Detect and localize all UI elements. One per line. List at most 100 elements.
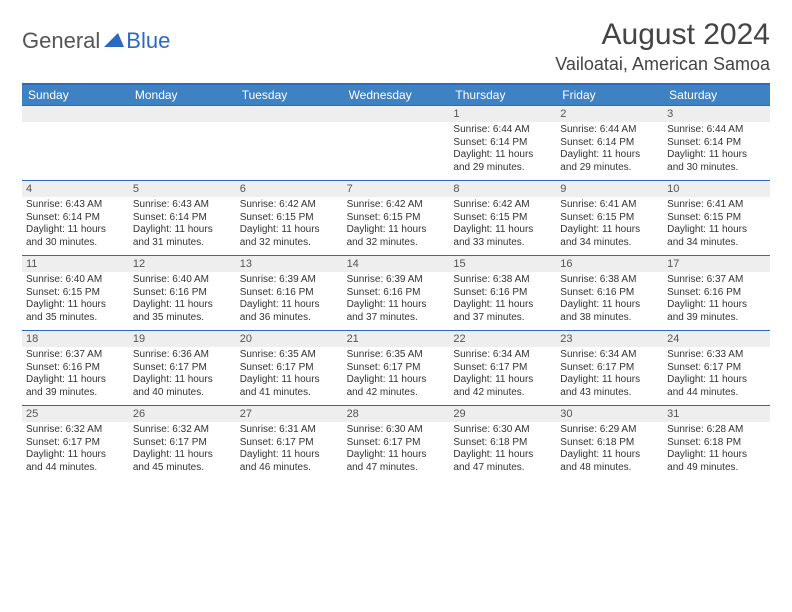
sunrise-text: Sunrise: 6:38 AM — [560, 274, 659, 287]
day-details: Sunrise: 6:32 AMSunset: 6:17 PMDaylight:… — [22, 422, 129, 480]
day-number: 28 — [343, 406, 450, 422]
sunset-text: Sunset: 6:14 PM — [453, 137, 552, 150]
daylight-text: Daylight: 11 hours and 35 minutes. — [26, 299, 125, 324]
sunrise-text: Sunrise: 6:37 AM — [26, 349, 125, 362]
sunrise-text: Sunrise: 6:42 AM — [453, 199, 552, 212]
day-details: Sunrise: 6:37 AMSunset: 6:16 PMDaylight:… — [22, 347, 129, 405]
sunrise-text: Sunrise: 6:28 AM — [667, 424, 766, 437]
day-number — [343, 106, 450, 122]
logo-triangle-icon — [104, 31, 124, 52]
day-number: 9 — [556, 181, 663, 197]
day-number: 19 — [129, 331, 236, 347]
sunrise-text: Sunrise: 6:30 AM — [453, 424, 552, 437]
sunset-text: Sunset: 6:16 PM — [240, 287, 339, 300]
day-details: Sunrise: 6:42 AMSunset: 6:15 PMDaylight:… — [449, 197, 556, 255]
day-details: Sunrise: 6:35 AMSunset: 6:17 PMDaylight:… — [236, 347, 343, 405]
day-details: Sunrise: 6:40 AMSunset: 6:16 PMDaylight:… — [129, 272, 236, 330]
day-cell: 11Sunrise: 6:40 AMSunset: 6:15 PMDayligh… — [22, 256, 129, 330]
day-header-sat: Saturday — [663, 85, 770, 105]
day-cell: 27Sunrise: 6:31 AMSunset: 6:17 PMDayligh… — [236, 406, 343, 480]
daylight-text: Daylight: 11 hours and 32 minutes. — [347, 224, 446, 249]
day-number: 17 — [663, 256, 770, 272]
day-details: Sunrise: 6:34 AMSunset: 6:17 PMDaylight:… — [449, 347, 556, 405]
sunset-text: Sunset: 6:16 PM — [133, 287, 232, 300]
day-number: 21 — [343, 331, 450, 347]
day-details: Sunrise: 6:44 AMSunset: 6:14 PMDaylight:… — [663, 122, 770, 180]
sunrise-text: Sunrise: 6:43 AM — [133, 199, 232, 212]
day-number: 4 — [22, 181, 129, 197]
sunset-text: Sunset: 6:15 PM — [560, 212, 659, 225]
sunrise-text: Sunrise: 6:42 AM — [347, 199, 446, 212]
daylight-text: Daylight: 11 hours and 42 minutes. — [453, 374, 552, 399]
daylight-text: Daylight: 11 hours and 42 minutes. — [347, 374, 446, 399]
day-number: 27 — [236, 406, 343, 422]
day-cell: 8Sunrise: 6:42 AMSunset: 6:15 PMDaylight… — [449, 181, 556, 255]
day-details: Sunrise: 6:43 AMSunset: 6:14 PMDaylight:… — [129, 197, 236, 255]
month-title: August 2024 — [555, 18, 770, 52]
day-number: 16 — [556, 256, 663, 272]
day-details: Sunrise: 6:44 AMSunset: 6:14 PMDaylight:… — [556, 122, 663, 180]
day-details: Sunrise: 6:37 AMSunset: 6:16 PMDaylight:… — [663, 272, 770, 330]
daylight-text: Daylight: 11 hours and 35 minutes. — [133, 299, 232, 324]
daylight-text: Daylight: 11 hours and 47 minutes. — [453, 449, 552, 474]
daylight-text: Daylight: 11 hours and 36 minutes. — [240, 299, 339, 324]
sunset-text: Sunset: 6:14 PM — [667, 137, 766, 150]
sunrise-text: Sunrise: 6:42 AM — [240, 199, 339, 212]
sunset-text: Sunset: 6:18 PM — [560, 437, 659, 450]
sunrise-text: Sunrise: 6:35 AM — [240, 349, 339, 362]
day-details: Sunrise: 6:36 AMSunset: 6:17 PMDaylight:… — [129, 347, 236, 405]
sunrise-text: Sunrise: 6:37 AM — [667, 274, 766, 287]
day-cell: 16Sunrise: 6:38 AMSunset: 6:16 PMDayligh… — [556, 256, 663, 330]
sunrise-text: Sunrise: 6:41 AM — [667, 199, 766, 212]
sunset-text: Sunset: 6:17 PM — [347, 437, 446, 450]
day-cell: 4Sunrise: 6:43 AMSunset: 6:14 PMDaylight… — [22, 181, 129, 255]
day-details: Sunrise: 6:29 AMSunset: 6:18 PMDaylight:… — [556, 422, 663, 480]
daylight-text: Daylight: 11 hours and 41 minutes. — [240, 374, 339, 399]
week-row: 25Sunrise: 6:32 AMSunset: 6:17 PMDayligh… — [22, 405, 770, 480]
day-details: Sunrise: 6:38 AMSunset: 6:16 PMDaylight:… — [556, 272, 663, 330]
sunset-text: Sunset: 6:16 PM — [26, 362, 125, 375]
day-cell: 18Sunrise: 6:37 AMSunset: 6:16 PMDayligh… — [22, 331, 129, 405]
calendar-page: General Blue August 2024 Vailoatai, Amer… — [0, 0, 792, 498]
day-number: 22 — [449, 331, 556, 347]
day-cell: 12Sunrise: 6:40 AMSunset: 6:16 PMDayligh… — [129, 256, 236, 330]
day-cell: 1Sunrise: 6:44 AMSunset: 6:14 PMDaylight… — [449, 106, 556, 180]
day-details — [343, 122, 450, 180]
day-details: Sunrise: 6:39 AMSunset: 6:16 PMDaylight:… — [343, 272, 450, 330]
location-subtitle: Vailoatai, American Samoa — [555, 54, 770, 75]
sunrise-text: Sunrise: 6:44 AM — [667, 124, 766, 137]
sunrise-text: Sunrise: 6:44 AM — [453, 124, 552, 137]
day-cell: 21Sunrise: 6:35 AMSunset: 6:17 PMDayligh… — [343, 331, 450, 405]
day-number: 23 — [556, 331, 663, 347]
day-details: Sunrise: 6:31 AMSunset: 6:17 PMDaylight:… — [236, 422, 343, 480]
week-row: 1Sunrise: 6:44 AMSunset: 6:14 PMDaylight… — [22, 105, 770, 180]
sunrise-text: Sunrise: 6:35 AM — [347, 349, 446, 362]
logo-text-blue: Blue — [126, 28, 170, 54]
day-details: Sunrise: 6:33 AMSunset: 6:17 PMDaylight:… — [663, 347, 770, 405]
day-details: Sunrise: 6:30 AMSunset: 6:17 PMDaylight:… — [343, 422, 450, 480]
sunset-text: Sunset: 6:15 PM — [667, 212, 766, 225]
daylight-text: Daylight: 11 hours and 33 minutes. — [453, 224, 552, 249]
day-details: Sunrise: 6:44 AMSunset: 6:14 PMDaylight:… — [449, 122, 556, 180]
week-row: 4Sunrise: 6:43 AMSunset: 6:14 PMDaylight… — [22, 180, 770, 255]
day-cell: 3Sunrise: 6:44 AMSunset: 6:14 PMDaylight… — [663, 106, 770, 180]
sunrise-text: Sunrise: 6:29 AM — [560, 424, 659, 437]
day-number: 20 — [236, 331, 343, 347]
day-number: 29 — [449, 406, 556, 422]
day-cell — [129, 106, 236, 180]
day-cell: 17Sunrise: 6:37 AMSunset: 6:16 PMDayligh… — [663, 256, 770, 330]
daylight-text: Daylight: 11 hours and 34 minutes. — [667, 224, 766, 249]
day-cell: 30Sunrise: 6:29 AMSunset: 6:18 PMDayligh… — [556, 406, 663, 480]
day-cell: 6Sunrise: 6:42 AMSunset: 6:15 PMDaylight… — [236, 181, 343, 255]
day-number — [236, 106, 343, 122]
sunset-text: Sunset: 6:17 PM — [560, 362, 659, 375]
day-cell: 31Sunrise: 6:28 AMSunset: 6:18 PMDayligh… — [663, 406, 770, 480]
sunrise-text: Sunrise: 6:40 AM — [26, 274, 125, 287]
sunset-text: Sunset: 6:17 PM — [667, 362, 766, 375]
day-details: Sunrise: 6:28 AMSunset: 6:18 PMDaylight:… — [663, 422, 770, 480]
week-row: 11Sunrise: 6:40 AMSunset: 6:15 PMDayligh… — [22, 255, 770, 330]
day-details: Sunrise: 6:38 AMSunset: 6:16 PMDaylight:… — [449, 272, 556, 330]
daylight-text: Daylight: 11 hours and 47 minutes. — [347, 449, 446, 474]
sunrise-text: Sunrise: 6:39 AM — [347, 274, 446, 287]
logo: General Blue — [22, 18, 170, 54]
